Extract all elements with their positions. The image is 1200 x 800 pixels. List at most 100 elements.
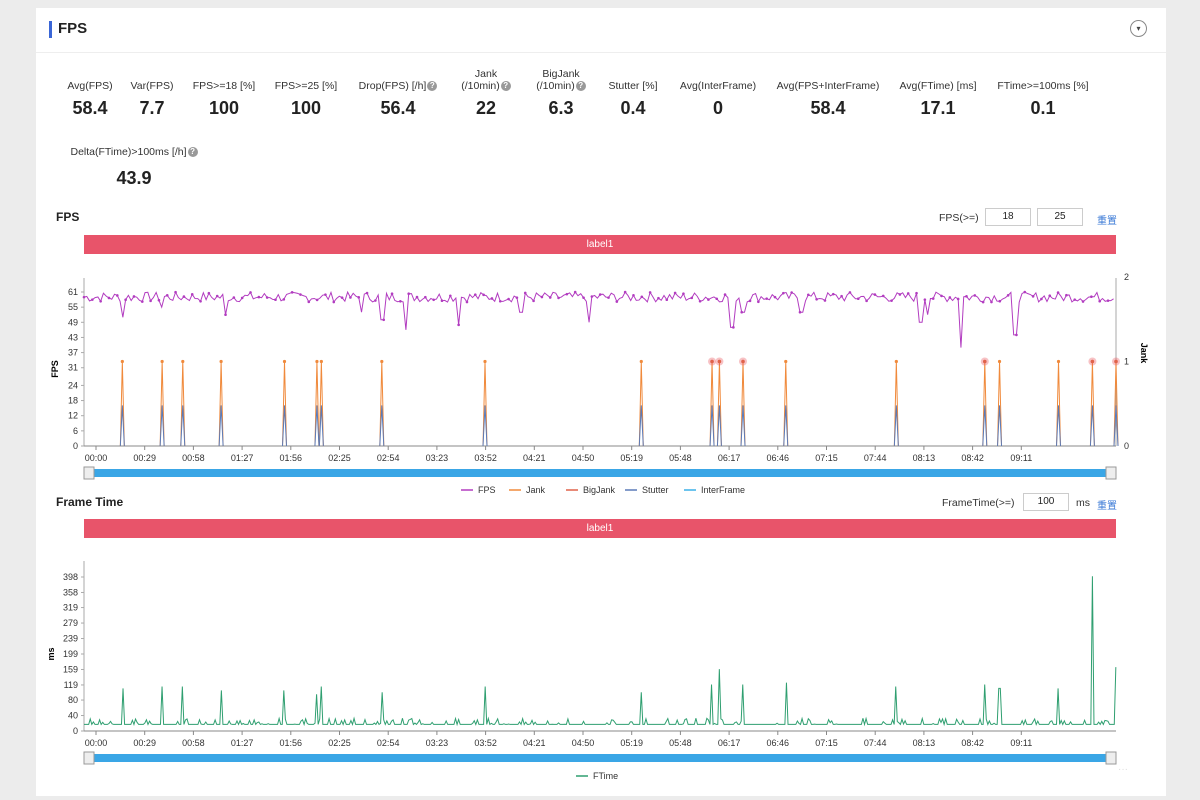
x-tick-label: 07:44 — [864, 738, 887, 748]
stutter-spike — [318, 405, 324, 447]
y-tick-label: 398 — [63, 572, 78, 582]
fps-point — [424, 295, 427, 299]
fps-point — [190, 292, 194, 296]
x-tick-label: 03:52 — [474, 453, 497, 463]
fps-point — [881, 294, 885, 298]
y-tick-label: 12 — [68, 411, 78, 421]
x-tick-label: 02:54 — [377, 738, 400, 748]
fps-point — [823, 299, 827, 302]
stutter-spike — [997, 405, 1003, 447]
fps-label-band[interactable]: label1 — [84, 235, 1116, 254]
metric-value: 58.4 — [72, 98, 108, 118]
x-tick-label: 06:46 — [767, 453, 790, 463]
fps-point — [898, 293, 902, 296]
fps-point — [623, 290, 627, 294]
stutter-spike — [1113, 405, 1119, 447]
fps-point — [274, 298, 277, 302]
fps-point — [1015, 333, 1018, 337]
fps-point — [1081, 300, 1085, 303]
collapse-chevron-icon[interactable]: ▾ — [1130, 20, 1147, 37]
x-tick-label: 09:11 — [1010, 738, 1032, 748]
fps-point — [407, 292, 410, 296]
metric-value: 0 — [712, 98, 723, 118]
jank-point — [639, 359, 643, 364]
y-tick-label: 24 — [68, 380, 78, 390]
metric-label: Avg(FTime) [ms] — [899, 80, 977, 92]
frame-time-label-band[interactable]: label1 — [84, 519, 1116, 538]
bigjank-point — [1090, 359, 1095, 364]
fps-point — [906, 292, 910, 295]
metric-value: 0.4 — [620, 98, 646, 118]
fps-point — [773, 295, 777, 299]
y-tick-label: 6 — [73, 426, 78, 436]
fps-point — [990, 300, 993, 304]
fps-threshold-input-1[interactable]: 18 — [985, 208, 1031, 226]
fps-reset-link[interactable]: 重置 — [1097, 216, 1117, 227]
metric-label: Avg(InterFrame) — [679, 80, 757, 92]
metric-label: Delta(FTime)>100ms [/h]? — [54, 146, 214, 158]
fps-point — [257, 295, 261, 299]
metric-1: Var(FPS) 7.7 — [72, 68, 232, 119]
x-tick-label: 08:42 — [961, 453, 984, 463]
fps-point — [673, 291, 677, 295]
x-tick-label: 07:15 — [815, 453, 838, 463]
stutter-spike — [218, 405, 224, 447]
help-icon[interactable]: ? — [187, 147, 198, 158]
fps-point — [365, 291, 369, 295]
metric-value: 22 — [475, 98, 497, 118]
fps-point — [890, 299, 893, 302]
help-icon[interactable]: ? — [575, 81, 586, 92]
fps-point — [399, 299, 402, 303]
fps-point — [665, 298, 669, 302]
y-tick-label: 61 — [68, 287, 78, 297]
y-tick-label: 40 — [68, 711, 78, 721]
fps-point — [382, 318, 386, 322]
fps-point — [249, 291, 252, 294]
fps-point — [432, 298, 435, 302]
x-tick-label: 04:50 — [572, 453, 595, 463]
jank-point — [282, 359, 287, 364]
jank-point — [784, 359, 788, 364]
range-slider-handle-left — [83, 751, 95, 765]
y-tick-label: 49 — [68, 317, 78, 327]
help-icon[interactable]: ? — [427, 81, 438, 92]
fps-point — [590, 295, 594, 298]
x-tick-label: 02:25 — [328, 738, 351, 748]
fps-point — [490, 297, 494, 300]
fps-point — [1065, 293, 1068, 297]
range-slider-track — [91, 469, 1109, 477]
fps-point — [299, 293, 302, 296]
fps-point — [981, 300, 985, 304]
fps-point — [140, 300, 144, 303]
metric-label: FPS>=18 [%] — [192, 80, 256, 92]
jank-point — [181, 359, 185, 364]
fps-point — [998, 299, 1002, 303]
fps-threshold-input-2[interactable]: 25 — [1037, 208, 1083, 226]
x-tick-label: 00:29 — [133, 453, 156, 463]
x-tick-label: 00:00 — [85, 738, 108, 748]
fps-point — [865, 299, 868, 303]
frame-time-reset-link[interactable]: 重置 — [1097, 501, 1117, 512]
fps-point — [965, 295, 968, 298]
x-tick-label: 05:48 — [669, 738, 692, 748]
fps-point — [215, 294, 219, 298]
help-icon[interactable]: ? — [500, 81, 511, 92]
bigjank-point — [1114, 359, 1118, 364]
metric-10: Avg(FTime) [ms] 17.1 — [858, 68, 1018, 119]
metric-value: 100 — [290, 98, 322, 118]
bigjank-point — [741, 359, 745, 364]
fps-point — [165, 294, 169, 297]
fps-point — [515, 296, 519, 299]
frame-time-threshold-input[interactable]: 100 — [1023, 493, 1069, 511]
fps-point — [931, 297, 935, 300]
metric-12: Delta(FTime)>100ms [/h]? 43.9 — [54, 146, 214, 189]
y-tick-label: 37 — [68, 348, 78, 358]
y2-tick-label: 0 — [1124, 441, 1129, 451]
stutter-spike — [716, 405, 722, 447]
x-tick-label: 00:58 — [182, 453, 205, 463]
x-tick-label: 04:21 — [523, 453, 546, 463]
panel-title: FPS — [58, 20, 88, 37]
metric-label: Stutter [%] — [608, 80, 658, 92]
fps-point — [1040, 297, 1043, 301]
x-tick-label: 09:11 — [1010, 453, 1032, 463]
